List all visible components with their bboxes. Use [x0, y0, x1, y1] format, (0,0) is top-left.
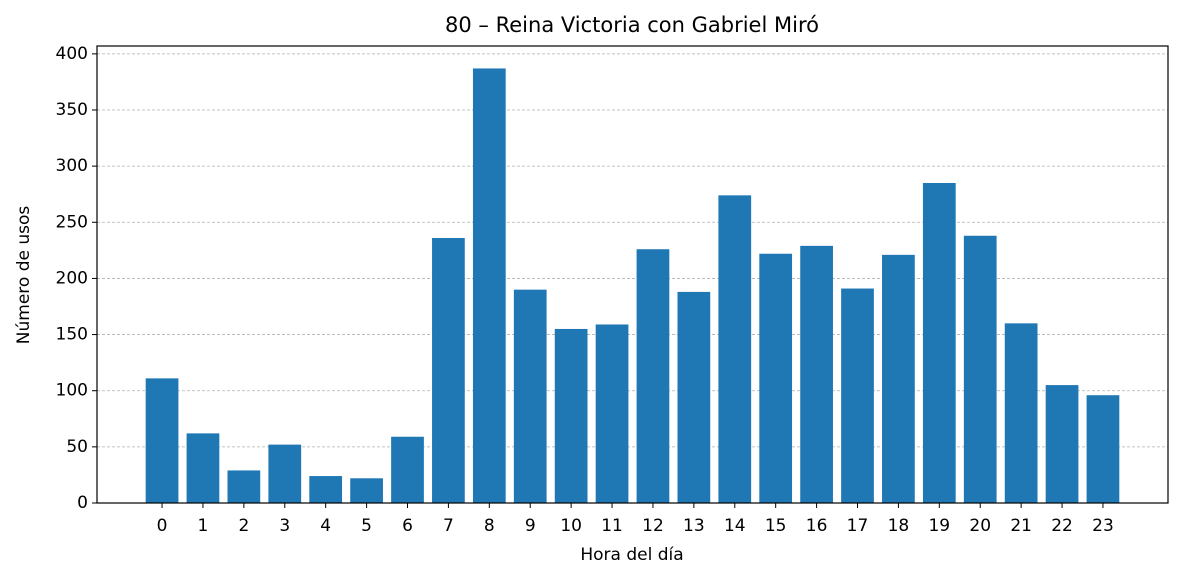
bar [800, 245, 833, 504]
bar [1045, 385, 1079, 503]
y-tick-label: 200 [56, 268, 88, 288]
bar [718, 195, 752, 504]
bar [1086, 395, 1120, 503]
y-tick-label: 400 [56, 44, 88, 64]
bar [963, 235, 997, 504]
x-tick-label: 22 [1051, 516, 1073, 536]
y-tick-label: 300 [56, 156, 88, 176]
bar [554, 328, 588, 503]
bar [1004, 323, 1038, 503]
x-tick-label: 15 [765, 516, 787, 536]
y-tick-label: 350 [56, 100, 88, 120]
bar [636, 249, 670, 503]
bar [432, 238, 465, 503]
x-tick-label: 16 [806, 516, 828, 536]
bar [227, 470, 261, 503]
x-tick-label: 8 [484, 516, 495, 536]
x-tick-label: 20 [969, 516, 991, 536]
y-axis-label: Número de usos [14, 206, 34, 345]
bar [309, 476, 343, 503]
y-tick-label: 50 [66, 437, 88, 457]
bar [759, 253, 793, 503]
x-tick-label: 13 [683, 516, 705, 536]
x-tick-label: 21 [1010, 516, 1032, 536]
bar [677, 291, 711, 503]
x-tick-label: 12 [642, 516, 664, 536]
x-tick-label: 10 [560, 516, 582, 536]
bar [882, 254, 915, 503]
bar [145, 378, 179, 503]
x-tick-label: 14 [724, 516, 746, 536]
x-tick-label: 17 [847, 516, 869, 536]
x-tick-label: 19 [928, 516, 950, 536]
chart-title: 80 – Reina Victoria con Gabriel Miró [445, 13, 819, 37]
bar [472, 68, 506, 503]
y-tick-label: 0 [77, 493, 88, 513]
x-tick-label: 11 [601, 516, 623, 536]
x-tick-label: 7 [443, 516, 454, 536]
bar [595, 324, 629, 503]
y-tick-label: 250 [56, 212, 88, 232]
y-tick-label: 100 [56, 381, 88, 401]
x-tick-label: 18 [888, 516, 910, 536]
x-tick-label: 6 [402, 516, 413, 536]
bar [350, 478, 383, 503]
x-tick-label: 3 [279, 516, 290, 536]
x-tick-label: 2 [238, 516, 249, 536]
bar [841, 288, 874, 503]
bar [186, 433, 220, 503]
x-tick-label: 9 [525, 516, 536, 536]
bar [268, 444, 302, 503]
bar [922, 182, 956, 503]
x-tick-label: 23 [1092, 516, 1114, 536]
plot-frame [96, 45, 1169, 504]
x-tick-label: 4 [320, 516, 331, 536]
x-tick-label: 0 [157, 516, 168, 536]
x-tick-label: 1 [198, 516, 209, 536]
y-tick-label: 150 [56, 325, 88, 345]
bar [513, 289, 547, 503]
x-tick-label: 5 [361, 516, 372, 536]
bar [391, 436, 424, 503]
x-axis-label: Hora del día [580, 545, 683, 565]
